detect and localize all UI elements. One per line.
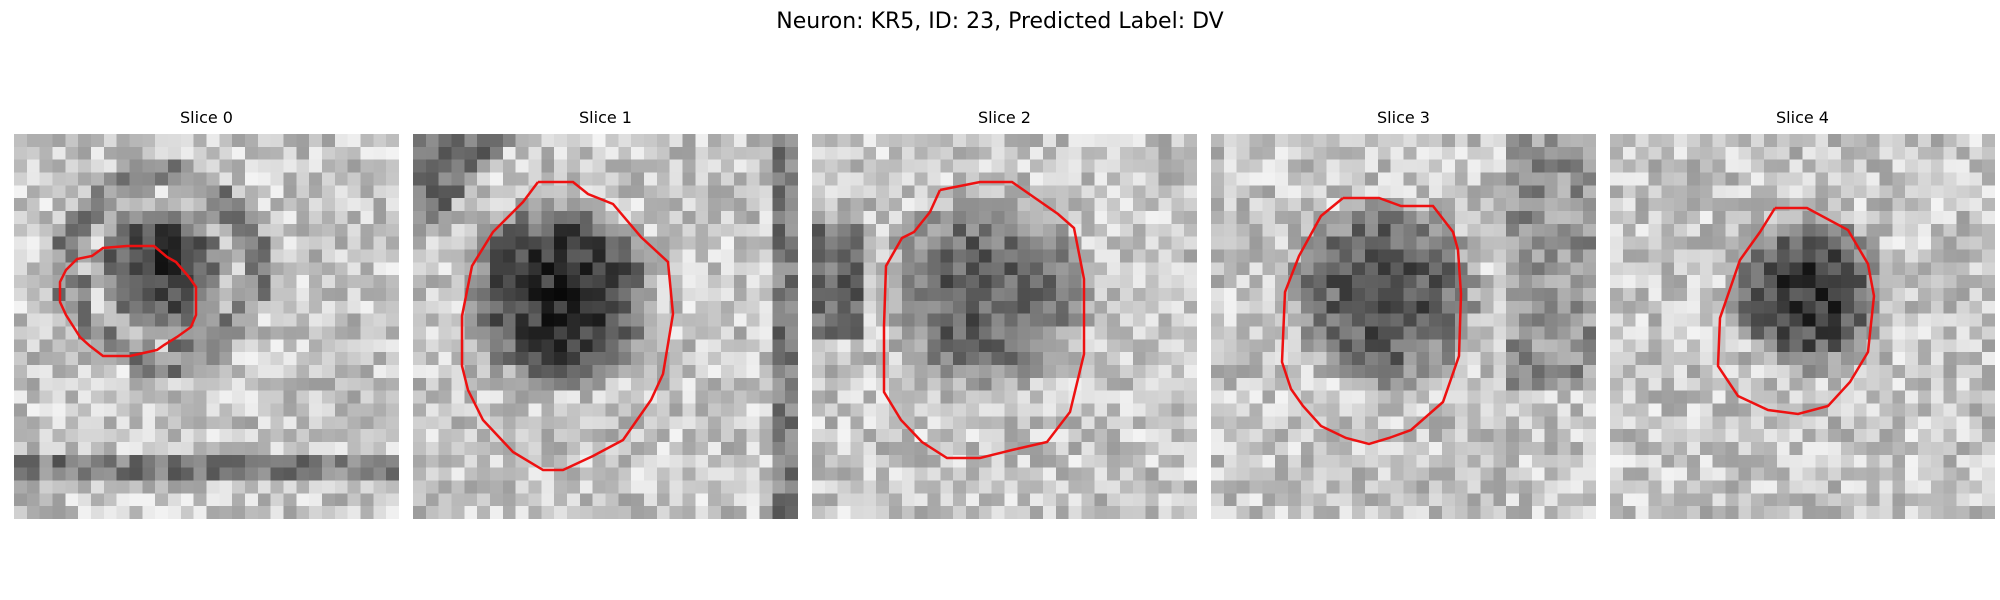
roi-contour-overlay (58, 244, 198, 358)
slice-image (14, 134, 399, 519)
slice-panel-0: Slice 0 (14, 108, 399, 519)
microscopy-image (413, 134, 798, 519)
roi-contour (1280, 196, 1463, 446)
figure-title: Neuron: KR5, ID: 23, Predicted Label: DV (776, 9, 1224, 34)
slice-title: Slice 0 (180, 108, 233, 127)
microscopy-image (1211, 134, 1596, 519)
microscopy-image (812, 134, 1197, 519)
roi-contour-overlay (460, 180, 675, 472)
microscopy-image (14, 134, 399, 519)
slice-panel-4: Slice 4 (1610, 108, 1995, 519)
roi-contour (1716, 206, 1876, 416)
roi-contour-overlay (1280, 196, 1463, 446)
slice-panel-3: Slice 3 (1211, 108, 1596, 519)
roi-contour-overlay (1716, 206, 1876, 416)
slice-title: Slice 2 (978, 108, 1031, 127)
roi-contour (460, 180, 675, 472)
microscopy-image (1610, 134, 1995, 519)
slice-panel-1: Slice 1 (413, 108, 798, 519)
slice-title: Slice 1 (579, 108, 632, 127)
slice-image (1610, 134, 1995, 519)
slice-panel-2: Slice 2 (812, 108, 1197, 519)
slice-image (413, 134, 798, 519)
roi-contour (882, 180, 1086, 460)
roi-contour (58, 244, 198, 358)
slice-title: Slice 4 (1776, 108, 1829, 127)
slice-title: Slice 3 (1377, 108, 1430, 127)
slice-image (1211, 134, 1596, 519)
slice-image (812, 134, 1197, 519)
roi-contour-overlay (882, 180, 1086, 460)
